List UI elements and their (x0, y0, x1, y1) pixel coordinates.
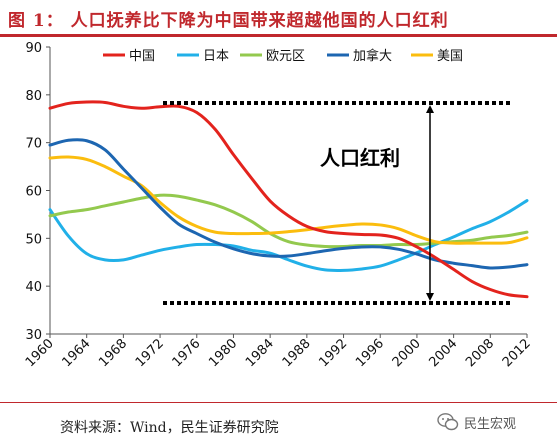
arrow-head-top (426, 105, 434, 113)
figure-title: 图 1： 人口抚养比下降为中国带来超越他国的人口红利 (8, 11, 449, 31)
x-tick-label: 1972 (133, 336, 167, 370)
y-tick-label: 50 (25, 232, 42, 247)
legend-label-中国: 中国 (129, 49, 155, 64)
x-tick-label: 1984 (243, 336, 277, 370)
series-line-日本 (48, 199, 529, 272)
wechat-watermark: 民生宏观 (436, 410, 516, 434)
x-tick-label: 2008 (463, 336, 497, 370)
x-tick-label: 1964 (60, 336, 94, 370)
series-line-中国 (48, 100, 529, 299)
x-tick-label: 2004 (426, 336, 460, 370)
x-tick-label: 1968 (96, 336, 130, 370)
wechat-icon (437, 413, 459, 431)
legend-label-加拿大: 加拿大 (353, 48, 392, 64)
y-tick-label: 80 (25, 89, 42, 104)
watermark-text: 民生宏观 (464, 416, 517, 432)
annotation-label: 人口红利 (320, 146, 400, 170)
series-line-欧元区 (48, 193, 529, 249)
series-line-加拿大 (48, 138, 529, 270)
series-line-美国 (48, 155, 529, 245)
x-tick-label: 1980 (206, 336, 240, 370)
x-tick-label: 1988 (280, 336, 314, 370)
chart-legend: 中国 日本 欧元区 加拿大 美国 (103, 48, 463, 64)
y-tick-label: 90 (25, 41, 42, 56)
arrow-head-bottom (426, 293, 434, 301)
x-tick-label: 2000 (390, 336, 424, 370)
y-tick-label: 30 (25, 328, 42, 343)
x-tick-label: 1996 (353, 336, 387, 370)
title-divider (0, 34, 557, 37)
x-tick-label: 2012 (500, 336, 534, 370)
y-tick-label: 60 (25, 185, 42, 200)
y-tick-label: 70 (25, 137, 42, 152)
footer-divider (0, 402, 557, 403)
y-tick-label: 40 (25, 280, 42, 295)
x-tick-label: 1976 (170, 336, 204, 370)
legend-label-日本: 日本 (203, 49, 229, 64)
chart-annotations: 人口红利 (163, 101, 513, 305)
legend-label-欧元区: 欧元区 (266, 49, 305, 64)
x-tick-label: 1992 (316, 336, 350, 370)
source-note: 资料来源：Wind，民生证券研究院 (60, 420, 279, 436)
legend-label-美国: 美国 (437, 49, 463, 64)
chart-series-lines (48, 100, 529, 299)
